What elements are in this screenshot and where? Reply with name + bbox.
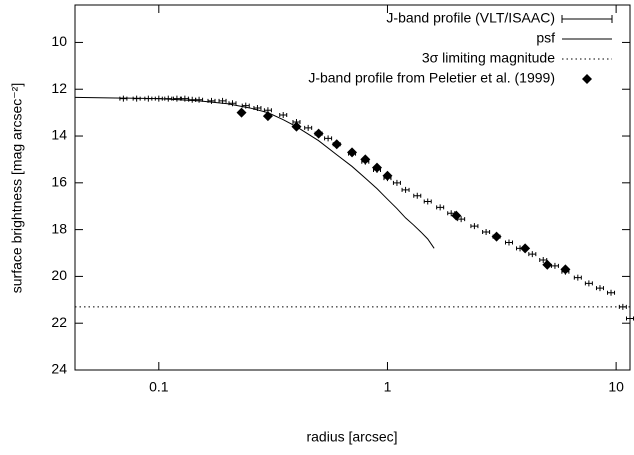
errorbar-point xyxy=(188,96,197,103)
errorbar-point xyxy=(607,289,616,296)
diamond-marker xyxy=(331,139,342,150)
errorbar-point xyxy=(516,245,525,252)
diamond-marker xyxy=(372,162,383,173)
x-tick-label: 10 xyxy=(608,379,624,395)
errorbar-point xyxy=(550,262,559,269)
diamond-marker xyxy=(347,147,358,158)
y-tick-label: 12 xyxy=(51,80,67,96)
errorbar-point xyxy=(504,239,513,246)
errorbar-point xyxy=(595,285,604,292)
errorbar-point xyxy=(401,186,410,193)
errorbar-point xyxy=(253,104,262,111)
y-tick-label: 22 xyxy=(51,314,67,330)
errorbar-point xyxy=(618,303,627,310)
diamond-marker xyxy=(313,128,324,139)
diamond-marker xyxy=(560,264,571,275)
diamond-marker xyxy=(360,154,371,165)
errorbar-point xyxy=(195,96,204,103)
diamond-marker xyxy=(520,243,531,254)
errorbar-point xyxy=(470,223,479,230)
errorbar-point xyxy=(228,100,237,107)
y-tick-label: 16 xyxy=(51,174,67,190)
errorbar-point xyxy=(263,107,272,114)
y-tick-label: 20 xyxy=(51,267,67,283)
diamond-marker xyxy=(262,111,273,122)
errorbar-point xyxy=(457,216,466,223)
y-tick-label: 10 xyxy=(51,33,67,49)
legend-sample xyxy=(561,15,613,23)
errorbar-point xyxy=(324,135,333,142)
diamond-marker xyxy=(291,121,302,132)
diamond-marker xyxy=(382,170,393,181)
diamond-marker xyxy=(542,259,553,270)
errorbar-point xyxy=(423,198,432,205)
errorbar-point xyxy=(241,102,250,109)
y-tick-label: 18 xyxy=(51,220,67,236)
errorbar-point xyxy=(482,228,491,235)
errorbar-point xyxy=(392,179,401,186)
diamond-marker xyxy=(491,231,502,242)
diamond-marker xyxy=(582,74,592,84)
diamond-marker xyxy=(236,107,247,118)
errorbar-point xyxy=(279,111,288,118)
plot-frame xyxy=(74,4,631,371)
errorbar-point xyxy=(436,204,445,211)
x-tick-label: 1 xyxy=(384,379,392,395)
legend-label: J-band profile from Peletier et al. (199… xyxy=(308,70,555,86)
errorbar-point xyxy=(584,280,593,287)
errorbar-point xyxy=(304,124,313,131)
errorbar-point xyxy=(573,274,582,281)
errorbar-point xyxy=(539,257,548,264)
legend-label: 3σ limiting magnitude xyxy=(422,50,555,66)
errorbar-point xyxy=(207,97,216,104)
legend-label: J-band profile (VLT/ISAAC) xyxy=(386,10,555,26)
legend-label: psf xyxy=(536,30,555,46)
x-tick-label: 0.1 xyxy=(149,379,169,395)
errorbar-point xyxy=(180,95,189,102)
errorbar-point xyxy=(626,315,634,322)
errorbar-point xyxy=(528,251,537,258)
series-line xyxy=(74,96,435,249)
diamond-marker xyxy=(451,210,462,221)
y-tick-label: 24 xyxy=(51,361,67,377)
errorbar-point xyxy=(413,192,422,199)
y-tick-label: 14 xyxy=(51,127,67,143)
errorbar-point xyxy=(218,97,227,104)
errorbar-point xyxy=(447,210,456,217)
x-axis-label: radius [arcsec] xyxy=(306,429,397,445)
errorbar-point xyxy=(172,95,181,102)
y-axis-label: surface brightness [mag arcsec⁻²] xyxy=(9,83,25,293)
errorbar-point xyxy=(164,95,173,102)
